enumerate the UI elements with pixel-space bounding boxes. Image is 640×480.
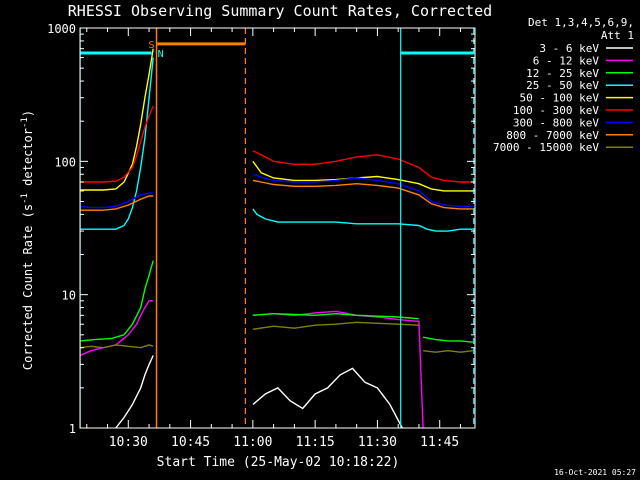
legend-label-25-50-kev: 25 - 50 keV [526,79,599,92]
series-line-12-25-kev-seg2 [252,312,419,320]
series-line-3-6-kev-seg2 [252,367,403,428]
series-line-25-50-kev-seg1 [80,57,154,230]
x-tick-label-3: 11:15 [296,435,335,450]
legend-label-50-100-kev: 50 - 100 keV [520,92,600,105]
legend-label-3-6-kev: 3 - 6 keV [539,42,599,55]
plot-frame [79,27,476,429]
legend-label-12-25-kev: 12 - 25 keV [526,67,599,80]
series-line-100-300-kev-seg1 [80,105,154,183]
series-line-6-12-kev-seg2 [252,310,424,428]
series-line-100-300-kev-seg2 [252,150,473,183]
series-line-800-7000-kev-seg1 [80,195,154,211]
series-line-7000-15000-kev-seg1 [80,344,154,349]
y-axis-label-end: ) [21,110,35,117]
legend-label-300-800-kev: 300 - 800 keV [513,116,599,129]
legend-header-line1: Det 1,3,4,5,6,9, [528,16,634,29]
y-tick-label-100: 100 [54,155,76,169]
y-axis-label-sup2: -1 [20,117,30,128]
timestamp: 16-Oct-2021 05:27 [554,468,636,477]
plot-area: SN 1 10 100 1000 10:30 10:45 11:00 11:15 11:30 11:… [47,22,476,450]
legend-label-7000-15000-kev: 7000 - 15000 keV [493,141,599,154]
y-tick-label-1000: 1000 [47,22,76,36]
series-line-12-25-kev-seg3 [422,336,473,343]
n-marker-label: N [158,49,164,60]
chart-title: RHESSI Observing Summary Count Rates, Co… [68,2,492,20]
series-line-300-800-kev-seg1 [80,192,154,209]
series-line-6-12-kev-seg1 [80,300,154,357]
y-axis-label-mid: detector [21,128,35,193]
series-line-7000-15000-kev-seg2 [252,321,419,330]
series-line-50-100-kev-seg1 [80,48,154,191]
legend-label-6-12-kev: 6 - 12 keV [533,54,600,67]
series-line-50-100-kev-seg2 [252,160,473,192]
series-line-25-50-kev-seg2 [252,208,473,232]
x-tick-label-1: 10:45 [171,435,210,450]
x-tick-label-0: 10:30 [109,435,148,450]
y-tick-label-1: 1 [69,422,76,436]
y-axis-label: Corrected Count Rate (s-1 detector-1) [20,110,35,370]
series-line-800-7000-kev-seg2 [252,179,473,210]
series-line-300-800-kev-seg2 [252,173,473,208]
y-tick-label-10: 10 [62,289,76,303]
s-marker-label: S [149,40,155,51]
legend-label-800-7000-kev: 800 - 7000 keV [506,129,599,142]
series-group [80,48,473,428]
x-tick-label-4: 11:30 [358,435,397,450]
x-tick-label-2: 11:00 [233,435,272,450]
legend-header-line2: Att 1 [601,29,634,42]
series-line-3-6-kev-seg1 [115,355,154,428]
legend-label-100-300-kev: 100 - 300 keV [513,104,599,117]
y-axis-label-sup1: -1 [20,193,30,204]
y-axis-label-main: Corrected Count Rate (s [21,204,35,370]
series-line-7000-15000-kev-seg3 [423,349,473,353]
x-tick-label-5: 11:45 [420,435,459,450]
series-line-12-25-kev-seg1 [80,260,154,342]
x-axis-label: Start Time (25-May-02 10:18:22) [157,455,400,470]
